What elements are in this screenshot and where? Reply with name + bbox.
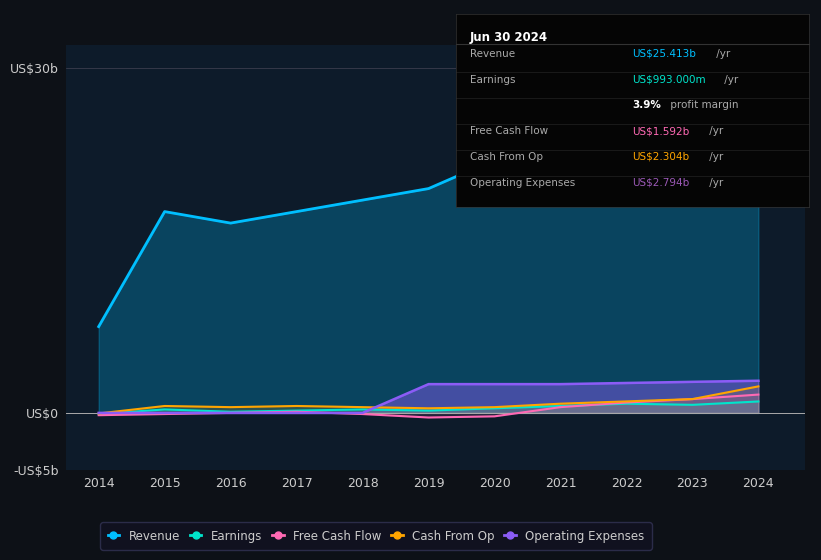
Text: profit margin: profit margin	[667, 100, 738, 110]
Text: /yr: /yr	[721, 74, 738, 85]
Text: Operating Expenses: Operating Expenses	[470, 178, 575, 188]
Text: 3.9%: 3.9%	[632, 100, 661, 110]
Text: Free Cash Flow: Free Cash Flow	[470, 126, 548, 136]
Text: Revenue: Revenue	[470, 49, 515, 59]
Text: /yr: /yr	[705, 178, 722, 188]
Text: US$2.794b: US$2.794b	[632, 178, 690, 188]
Text: /yr: /yr	[713, 49, 731, 59]
Text: US$1.592b: US$1.592b	[632, 126, 690, 136]
Text: Jun 30 2024: Jun 30 2024	[470, 31, 548, 44]
Text: Cash From Op: Cash From Op	[470, 152, 543, 162]
Text: US$2.304b: US$2.304b	[632, 152, 690, 162]
Legend: Revenue, Earnings, Free Cash Flow, Cash From Op, Operating Expenses: Revenue, Earnings, Free Cash Flow, Cash …	[100, 522, 652, 549]
Text: /yr: /yr	[705, 152, 722, 162]
Text: Earnings: Earnings	[470, 74, 516, 85]
Text: US$25.413b: US$25.413b	[632, 49, 696, 59]
Text: /yr: /yr	[705, 126, 722, 136]
Text: US$993.000m: US$993.000m	[632, 74, 706, 85]
